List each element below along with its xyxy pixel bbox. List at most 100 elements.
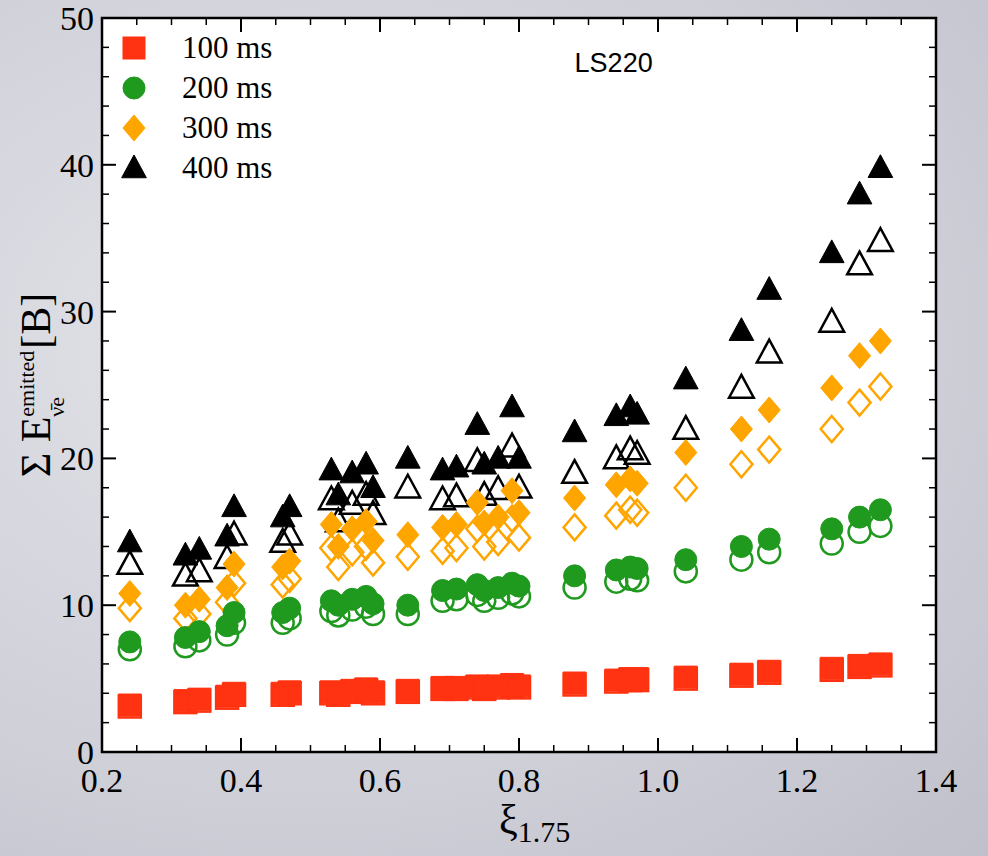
point: [869, 373, 891, 399]
x-axis-title-sub: 1.75: [518, 815, 571, 848]
legend: 100 ms200 ms300 ms400 ms: [122, 30, 273, 185]
point: [869, 653, 891, 675]
point: [821, 518, 843, 540]
point: [849, 390, 871, 416]
x-tick-label: 0.6: [359, 762, 402, 799]
y-axis-title-sub: ν̄e: [44, 397, 69, 417]
point: [279, 597, 301, 619]
point: [319, 457, 344, 480]
point: [279, 548, 301, 574]
point: [395, 445, 420, 468]
axes: 0.20.40.60.81.01.21.401020304050: [60, 0, 957, 799]
point: [223, 551, 245, 577]
point: [188, 688, 210, 710]
point: [758, 437, 780, 463]
point: [758, 397, 780, 423]
point: [562, 419, 587, 442]
point: [564, 514, 586, 540]
point: [397, 522, 419, 548]
point: [487, 529, 509, 555]
y-tick-right: [922, 457, 936, 459]
series: [117, 155, 892, 565]
x-axis-title: ξ1.75: [499, 797, 570, 848]
point: [625, 441, 650, 464]
point: [819, 309, 844, 332]
annotation: LS220: [575, 48, 653, 78]
point: [729, 318, 754, 341]
point: [445, 676, 467, 698]
point: [216, 575, 238, 601]
point: [215, 523, 240, 546]
legend-marker: [123, 115, 145, 141]
point: [868, 228, 893, 251]
point: [326, 482, 351, 505]
y-tick-right: [922, 164, 936, 166]
point: [397, 679, 419, 701]
x-tick-label: 1.0: [637, 762, 680, 799]
series: [119, 654, 892, 717]
point: [626, 558, 648, 580]
point: [730, 535, 752, 557]
point: [119, 580, 141, 606]
series: [119, 499, 892, 653]
point: [868, 155, 893, 178]
y-tick-right: [922, 311, 936, 313]
point: [675, 666, 697, 688]
x-tick-label: 1.2: [776, 762, 819, 799]
point: [847, 181, 872, 204]
point: [564, 485, 586, 511]
point: [119, 694, 141, 716]
series: [117, 228, 892, 585]
page: {"chart_data": { "type": "scatter", "ann…: [0, 0, 988, 856]
point: [361, 475, 386, 498]
point: [445, 535, 467, 561]
point: [320, 511, 342, 537]
point: [508, 500, 530, 526]
point: [354, 451, 379, 474]
point: [675, 440, 697, 466]
point: [758, 528, 780, 550]
x-tick: [518, 738, 520, 752]
point: [673, 366, 698, 389]
point: [444, 454, 469, 477]
y-tick: [102, 164, 116, 166]
x-tick-label: 0.4: [220, 762, 263, 799]
point: [626, 470, 648, 496]
x-tick-top: [379, 18, 381, 32]
x-tick-top: [657, 18, 659, 32]
point: [444, 484, 469, 507]
point: [500, 394, 525, 417]
legend-marker: [123, 37, 145, 59]
point: [223, 682, 245, 704]
point: [465, 412, 490, 435]
point: [117, 529, 142, 552]
point: [673, 416, 698, 439]
legend-marker: [122, 155, 147, 178]
point: [508, 575, 530, 597]
point: [821, 375, 843, 401]
point: [821, 416, 843, 442]
point: [445, 511, 467, 537]
point: [564, 565, 586, 587]
point: [223, 602, 245, 624]
y-tick-label: 20: [60, 440, 94, 477]
point: [562, 460, 587, 483]
x-tick: [796, 738, 798, 752]
point: [188, 621, 210, 643]
point: [730, 451, 752, 477]
series: [119, 515, 892, 660]
point: [279, 681, 301, 703]
point: [507, 445, 532, 468]
point: [395, 475, 420, 498]
y-tick-label: 50: [60, 0, 94, 37]
point: [487, 504, 509, 530]
point: [675, 549, 697, 571]
point: [849, 506, 871, 528]
point: [508, 675, 530, 697]
legend-marker: [123, 77, 145, 99]
x-tick-top: [796, 18, 798, 32]
point: [327, 533, 349, 559]
point: [869, 328, 891, 354]
legend-label: 300 ms: [182, 110, 272, 145]
point: [362, 528, 384, 554]
